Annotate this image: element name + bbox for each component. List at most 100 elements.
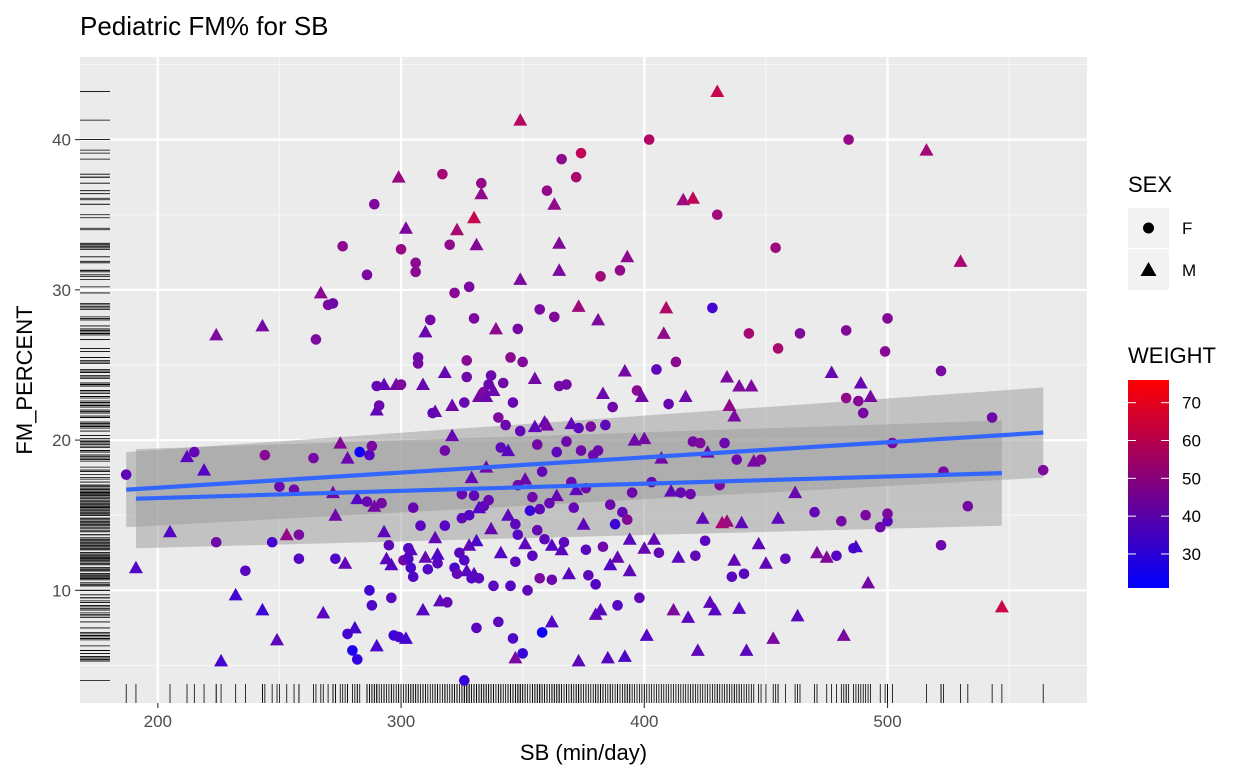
female-point	[308, 452, 319, 464]
male-point	[788, 485, 803, 499]
male-point	[479, 389, 494, 403]
female-point	[459, 397, 470, 408]
color-bar	[1128, 380, 1169, 588]
male-point	[746, 454, 761, 467]
male-point	[593, 602, 608, 616]
female-point	[643, 134, 655, 145]
male-point	[279, 527, 294, 541]
female-point	[726, 571, 738, 583]
male-point	[552, 236, 567, 249]
female-point	[337, 240, 348, 252]
female-point	[405, 562, 417, 574]
male-point	[637, 541, 652, 554]
female-point	[840, 392, 852, 404]
female-point	[439, 520, 451, 532]
female-point	[354, 446, 366, 458]
female-point	[424, 314, 436, 326]
male-point	[467, 210, 482, 224]
male-point	[270, 632, 285, 646]
color-bar-label: 30	[1182, 545, 1201, 564]
male-point	[554, 542, 569, 556]
female-point	[500, 419, 511, 431]
male-point	[953, 254, 968, 267]
legend-label-f: F	[1182, 219, 1192, 238]
male-point	[255, 602, 270, 616]
female-point	[575, 147, 587, 159]
female-point	[415, 520, 426, 532]
male-point	[255, 318, 270, 332]
trend-line-f	[126, 430, 1044, 492]
female-point	[707, 302, 718, 314]
female-point	[393, 631, 404, 643]
male-point	[552, 263, 567, 276]
female-point	[570, 171, 582, 183]
male-point	[474, 186, 489, 200]
male-point	[707, 602, 722, 616]
male-point	[681, 610, 696, 623]
male-point	[853, 376, 868, 389]
female-point	[517, 356, 528, 368]
male-point	[547, 197, 562, 210]
y-axis-title: FM_PERCENT	[12, 305, 37, 454]
female-point	[549, 311, 560, 323]
plot-panel	[80, 57, 1087, 703]
female-point	[561, 436, 572, 447]
male-point	[656, 326, 671, 339]
female-point	[536, 627, 548, 638]
x-rug	[125, 684, 1044, 703]
male-point	[350, 491, 365, 505]
male-point	[571, 653, 586, 667]
female-point	[690, 550, 701, 562]
male-point	[720, 514, 735, 527]
male-point	[316, 605, 331, 619]
female-point	[505, 580, 516, 592]
female-point	[634, 592, 645, 604]
female-point	[604, 499, 616, 510]
female-point	[743, 328, 755, 339]
trend-line-m	[135, 471, 1002, 501]
male-point	[863, 389, 878, 403]
male-point	[544, 538, 559, 551]
color-bar-label: 60	[1182, 432, 1201, 451]
female-point	[840, 325, 852, 336]
legend-triangle-symbol	[1140, 262, 1157, 276]
female-point	[410, 257, 421, 269]
female-point	[410, 266, 421, 278]
male-point	[622, 532, 637, 545]
female-point	[546, 574, 558, 586]
female-point	[527, 550, 538, 562]
male-point	[428, 530, 443, 544]
legend-label-m: M	[1182, 261, 1196, 280]
male-point	[377, 524, 392, 538]
female-point	[534, 304, 546, 315]
female-point	[422, 563, 434, 575]
female-point	[755, 454, 767, 465]
male-point	[484, 521, 499, 535]
female-point	[514, 425, 526, 437]
male-point	[591, 312, 606, 326]
male-point	[214, 653, 229, 667]
male-point	[377, 377, 392, 391]
male-point	[313, 285, 328, 299]
male-point	[415, 602, 430, 616]
female-point	[439, 445, 451, 456]
female-point	[476, 177, 487, 189]
female-point	[1037, 464, 1049, 476]
female-point	[366, 440, 378, 452]
female-point	[459, 554, 470, 566]
male-point	[702, 595, 717, 608]
male-point	[861, 575, 876, 589]
female-point	[463, 509, 475, 521]
female-point	[780, 553, 791, 565]
male-point	[576, 517, 591, 530]
male-point	[418, 324, 433, 338]
male-point	[617, 363, 632, 377]
female-point	[568, 502, 580, 513]
female-point	[935, 365, 947, 377]
female-point	[395, 379, 407, 390]
trend-lines	[126, 430, 1044, 501]
female-point	[468, 490, 480, 501]
female-point	[609, 518, 621, 530]
male-point	[430, 547, 445, 560]
female-point	[541, 185, 553, 197]
